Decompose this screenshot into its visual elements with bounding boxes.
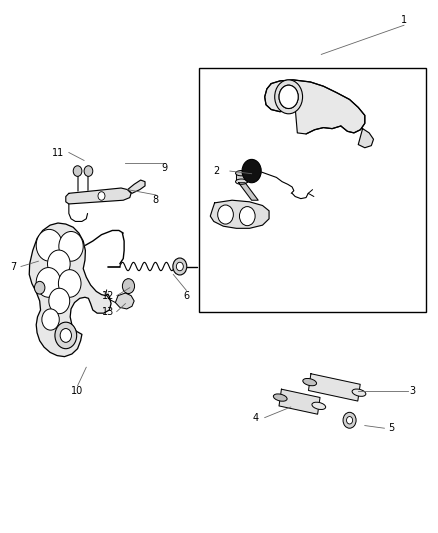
Text: 10: 10: [71, 386, 84, 396]
Text: 11: 11: [52, 148, 64, 158]
Circle shape: [49, 288, 70, 314]
Ellipse shape: [236, 179, 247, 184]
Circle shape: [84, 166, 93, 176]
Circle shape: [122, 279, 134, 294]
Circle shape: [275, 80, 303, 114]
Circle shape: [55, 322, 77, 349]
Polygon shape: [279, 389, 320, 414]
Circle shape: [98, 192, 105, 200]
Polygon shape: [236, 173, 247, 182]
Circle shape: [242, 159, 261, 183]
Circle shape: [42, 309, 59, 330]
Text: 13: 13: [102, 306, 114, 317]
Text: 12: 12: [102, 290, 114, 301]
Bar: [199, 68, 426, 312]
Polygon shape: [116, 293, 134, 309]
Circle shape: [173, 258, 187, 275]
Circle shape: [47, 250, 70, 278]
Text: 5: 5: [388, 423, 394, 433]
Text: 6: 6: [183, 290, 189, 301]
Text: 4: 4: [253, 413, 259, 423]
Text: 3: 3: [410, 386, 416, 396]
Circle shape: [177, 262, 184, 271]
Circle shape: [240, 207, 255, 225]
Ellipse shape: [236, 171, 247, 176]
Ellipse shape: [352, 389, 366, 397]
Ellipse shape: [312, 402, 326, 409]
Text: 7: 7: [11, 262, 17, 271]
Circle shape: [35, 281, 45, 294]
Polygon shape: [66, 188, 131, 204]
Polygon shape: [29, 223, 111, 357]
Circle shape: [346, 417, 353, 424]
Polygon shape: [358, 128, 374, 148]
Circle shape: [36, 268, 60, 297]
Text: 9: 9: [162, 164, 168, 173]
Circle shape: [218, 205, 233, 224]
Polygon shape: [127, 180, 145, 193]
Circle shape: [60, 328, 71, 342]
Circle shape: [58, 270, 81, 297]
Circle shape: [36, 229, 62, 261]
Circle shape: [279, 85, 298, 109]
Ellipse shape: [303, 378, 317, 386]
Polygon shape: [308, 374, 360, 401]
Text: 8: 8: [153, 195, 159, 205]
Polygon shape: [239, 183, 258, 200]
Circle shape: [279, 85, 298, 109]
Circle shape: [73, 166, 82, 176]
Text: 1: 1: [401, 15, 407, 25]
Text: 2: 2: [214, 166, 220, 176]
Circle shape: [343, 413, 356, 428]
Circle shape: [59, 231, 83, 261]
Polygon shape: [265, 80, 365, 134]
Ellipse shape: [273, 394, 287, 401]
Polygon shape: [210, 200, 269, 228]
